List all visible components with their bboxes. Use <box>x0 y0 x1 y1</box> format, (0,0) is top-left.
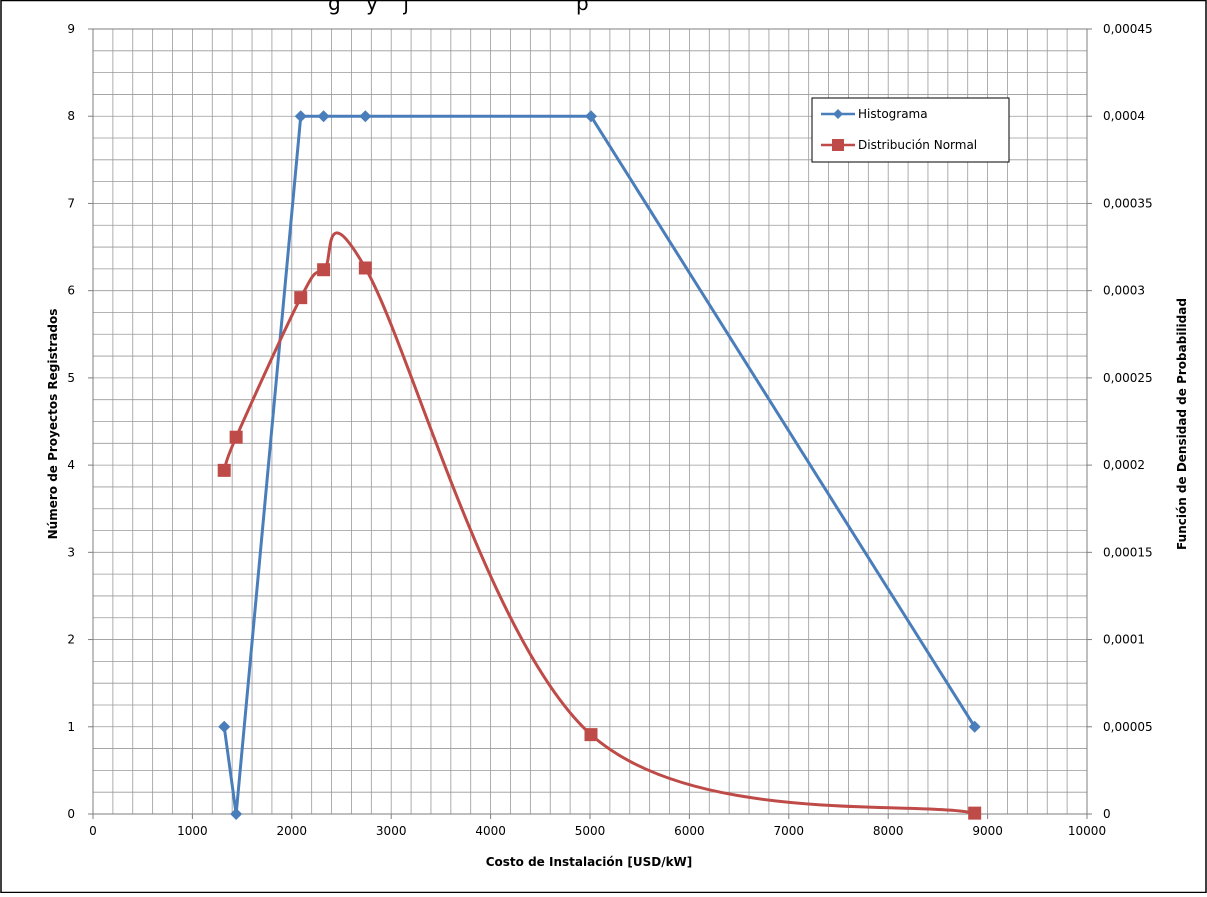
data-point-distribucion-normal <box>317 263 331 277</box>
x-tick-label: 9000 <box>972 824 1003 838</box>
y2-tick-label: 0,00035 <box>1103 196 1153 210</box>
y-axis-title: Número de Proyectos Registrados <box>46 309 60 540</box>
y2-tick-label: 0,0004 <box>1103 109 1145 123</box>
x-tick-label: 3000 <box>376 824 407 838</box>
x-tick-label: 5000 <box>575 824 606 838</box>
data-point-distribucion-normal <box>229 430 243 444</box>
y-tick-label: 5 <box>67 371 75 385</box>
y2-tick-label: 0,0003 <box>1103 284 1145 298</box>
legend-label-distribucion-normal: Distribución Normal <box>858 138 977 152</box>
x-tick-label: 8000 <box>873 824 904 838</box>
y-tick-label: 8 <box>67 109 75 123</box>
y-tick-label: 3 <box>67 545 75 559</box>
x-tick-label: 10000 <box>1068 824 1106 838</box>
x-axis-title: Costo de Instalación [USD/kW] <box>486 855 693 869</box>
legend-marker-histograma <box>833 109 843 119</box>
y-tick-label: 1 <box>67 720 75 734</box>
y-tick-label: 9 <box>67 22 75 36</box>
y2-tick-label: 0,0002 <box>1103 458 1145 472</box>
data-point-histograma <box>218 720 231 733</box>
y-tick-label: 4 <box>67 458 75 472</box>
data-point-histograma <box>359 110 372 123</box>
data-point-histograma <box>584 110 597 123</box>
data-point-histograma <box>294 110 307 123</box>
axes: 0 1000 2000 3000 4000 5000 6000 7000 8000 9000 100… <box>67 22 1152 838</box>
y2-tick-label: 0,00015 <box>1103 545 1153 559</box>
y2-axis-title: Función de Densidad de Probabilidad <box>1175 298 1189 550</box>
data-point-distribucion-normal <box>294 291 308 305</box>
data-point-distribucion-normal <box>358 261 372 275</box>
x-tick-label: 7000 <box>774 824 805 838</box>
x-tick-label: 1000 <box>177 824 208 838</box>
chart-title-fragment: g y j <box>328 0 409 15</box>
y2-tick-label: 0,00025 <box>1103 371 1153 385</box>
y-tick-label: 2 <box>67 633 75 647</box>
x-tick-label: 6000 <box>674 824 705 838</box>
series-layer <box>217 110 982 820</box>
data-point-histograma <box>317 110 330 123</box>
x-tick-label: 4000 <box>475 824 506 838</box>
y-tick-label: 7 <box>67 196 75 210</box>
y-tick-label: 6 <box>67 284 75 298</box>
legend: Histograma Distribución Normal <box>811 97 1010 163</box>
y2-tick-label: 0,00045 <box>1103 22 1153 36</box>
legend-marker-distribucion-normal <box>832 139 844 151</box>
data-point-histograma <box>230 808 243 820</box>
data-point-distribucion-normal <box>584 728 598 742</box>
y2-tick-label: 0 <box>1103 807 1111 821</box>
legend-label-histograma: Histograma <box>858 107 928 121</box>
chart-title-suffix: p <box>576 0 589 15</box>
y2-tick-label: 0,00005 <box>1103 720 1153 734</box>
y2-tick-label: 0,0001 <box>1103 633 1145 647</box>
x-tick-label: 2000 <box>277 824 308 838</box>
x-tick-label: 0 <box>89 824 97 838</box>
data-point-distribucion-normal <box>217 463 231 477</box>
data-point-distribucion-normal <box>968 806 982 820</box>
data-point-histograma <box>968 720 981 733</box>
y-tick-label: 0 <box>67 807 75 821</box>
legend-box <box>811 97 1010 163</box>
